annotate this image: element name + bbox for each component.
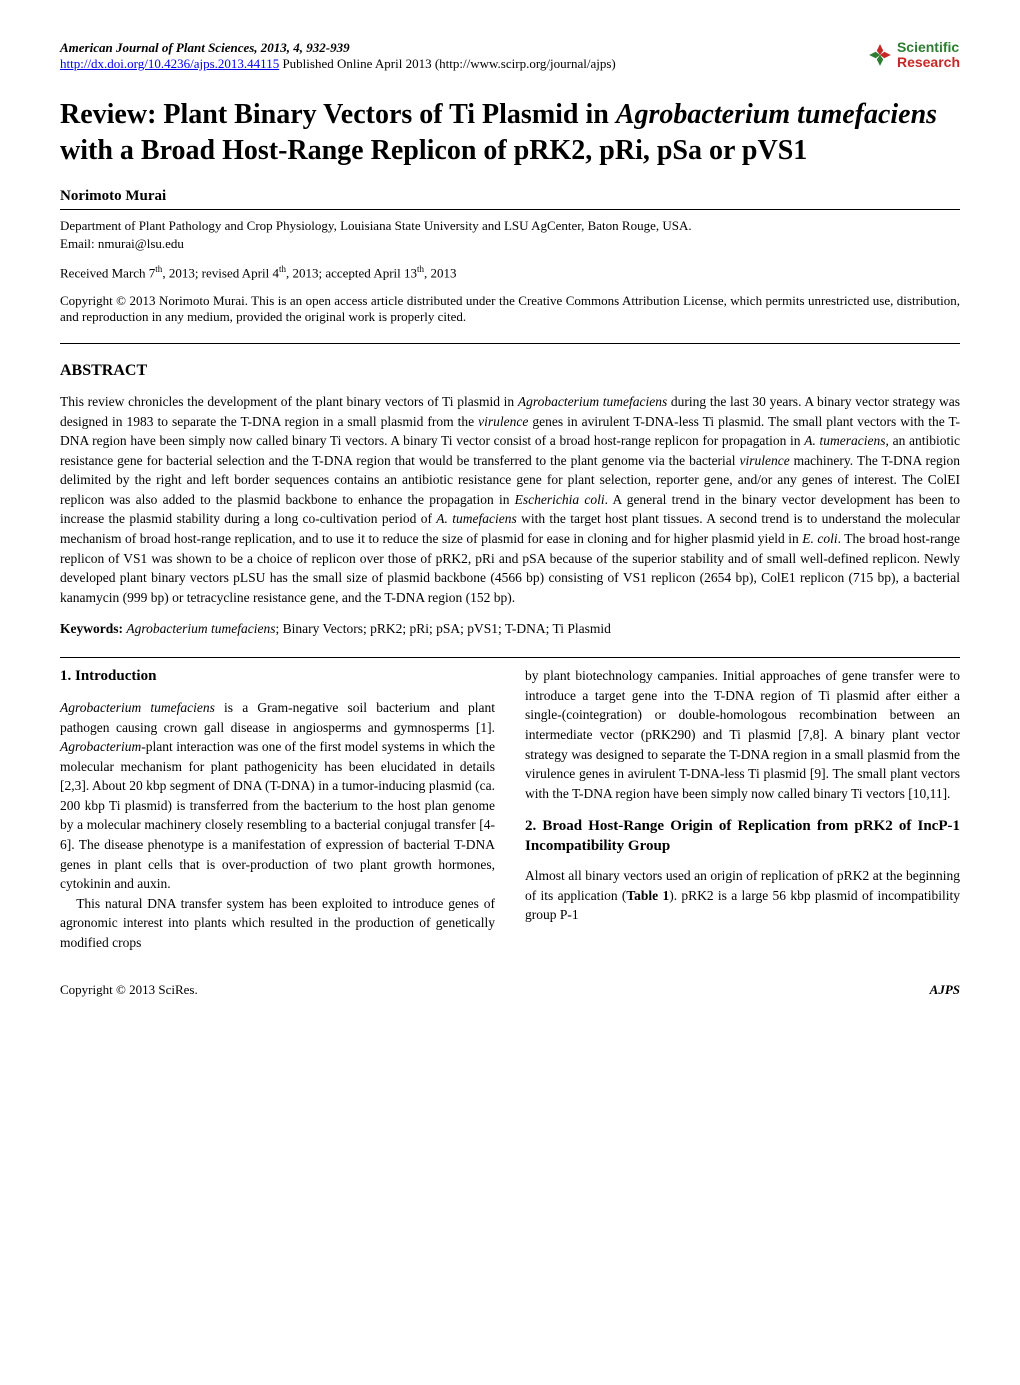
section-1-heading: 1. Introduction (60, 666, 495, 688)
logo-icon (867, 42, 893, 68)
title-part1: Review: Plant Binary Vectors of Ti Plasm… (60, 99, 616, 130)
divider (60, 343, 960, 344)
intro-i2: Agrobacterium (60, 739, 141, 754)
abs-i3: A. tumeraciens (804, 433, 885, 448)
divider (60, 209, 960, 210)
abs-i5: Escherichia coli (515, 492, 605, 507)
abstract-body: This review chronicles the development o… (60, 392, 960, 607)
email: Email: nmurai@lsu.edu (60, 236, 960, 252)
intro-para-2: This natural DNA transfer system has bee… (60, 894, 495, 953)
footer-journal: AJPS (930, 982, 960, 998)
keywords-label: Keywords: (60, 621, 126, 636)
header: American Journal of Plant Sciences, 2013… (60, 40, 960, 72)
affiliation: Department of Plant Pathology and Crop P… (60, 218, 960, 234)
page-footer: Copyright © 2013 SciRes. AJPS (60, 982, 960, 998)
paper-title: Review: Plant Binary Vectors of Ti Plasm… (60, 97, 960, 170)
abs-p1: This review chronicles the development o… (60, 394, 518, 409)
logo-text: Scientific Research (897, 40, 960, 71)
abs-i2: virulence (478, 414, 528, 429)
keywords-italic: Agrobacterium tumefaciens (126, 621, 275, 636)
author-name: Norimoto Murai (60, 188, 960, 205)
dates: Received March 7th, 2013; revised April … (60, 264, 960, 281)
intro-t2: -plant interaction was one of the first … (60, 739, 495, 891)
s2-para-1: Almost all binary vectors used an origin… (525, 866, 960, 925)
left-column: 1. Introduction Agrobacterium tumefacien… (60, 666, 495, 952)
abs-i4: virulence (740, 453, 790, 468)
intro-para-1: Agrobacterium tumefaciens is a Gram-nega… (60, 698, 495, 894)
intro-i1: Agrobacterium tumefaciens (60, 700, 215, 715)
logo-line1: Scientific (897, 40, 960, 55)
section-2-heading: 2. Broad Host-Range Origin of Replicatio… (525, 817, 960, 856)
s2-bold: Table 1 (626, 888, 669, 903)
intro-para-2-cont: by plant biotechnology campanies. Initia… (525, 666, 960, 803)
doi-link[interactable]: http://dx.doi.org/10.4236/ajps.2013.4411… (60, 56, 279, 71)
footer-copyright: Copyright © 2013 SciRes. (60, 982, 198, 998)
publisher-logo: Scientific Research (867, 40, 960, 71)
divider (60, 657, 960, 658)
journal-line: American Journal of Plant Sciences, 2013… (60, 40, 350, 55)
abs-i1: Agrobacterium tumefaciens (518, 394, 667, 409)
copyright-notice: Copyright © 2013 Norimoto Murai. This is… (60, 293, 960, 325)
pub-info: Published Online April 2013 (http://www.… (279, 56, 616, 71)
keywords: Keywords: Agrobacterium tumefaciens; Bin… (60, 621, 960, 637)
right-column: by plant biotechnology campanies. Initia… (525, 666, 960, 952)
title-part2: with a Broad Host-Range Replicon of pRK2… (60, 135, 807, 166)
abs-i7: E. coli (802, 531, 837, 546)
title-italic: Agrobacterium tumefaciens (616, 99, 937, 130)
header-left: American Journal of Plant Sciences, 2013… (60, 40, 616, 72)
abstract-heading: ABSTRACT (60, 362, 960, 380)
keywords-rest: ; Binary Vectors; pRK2; pRi; pSA; pVS1; … (275, 621, 610, 636)
abs-i6: A. tumefaciens (436, 511, 516, 526)
two-column-body: 1. Introduction Agrobacterium tumefacien… (60, 666, 960, 952)
logo-line2: Research (897, 55, 960, 70)
